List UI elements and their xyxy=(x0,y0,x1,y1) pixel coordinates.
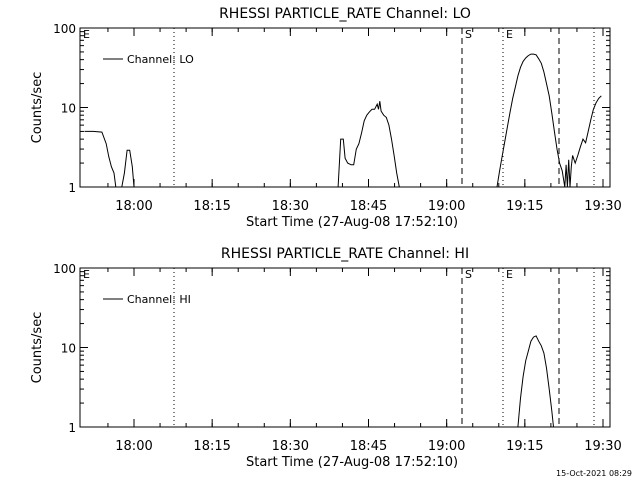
panel-1-y-tick-label: 1 xyxy=(68,181,76,195)
panel-1-data-line xyxy=(84,53,602,188)
panel-1-x-tick-label: 19:00 xyxy=(428,199,465,214)
panel-2-y-tick-label: 10 xyxy=(61,342,76,356)
panel-2-x-tick-label: 19:15 xyxy=(506,439,543,454)
panel-2-x-tick-label: 18:45 xyxy=(350,439,387,454)
panel-1-x-axis-label: Start Time (27-Aug-08 17:52:10) xyxy=(246,215,458,230)
panel-2-x-tick-label: 19:00 xyxy=(428,439,465,454)
panel-1-chart-title: RHESSI PARTICLE_RATE Channel: LO xyxy=(219,6,471,22)
panel-2-marker-label: S xyxy=(465,268,472,281)
panel-1-y-axis-label: Counts/sec xyxy=(30,72,45,144)
panel-2-legend-label: Channel: HI xyxy=(127,293,191,306)
panel-2-data-line xyxy=(517,335,554,428)
panel-1-y-tick-label: 100 xyxy=(53,22,76,36)
panel-2-y-axis-label: Counts/sec xyxy=(30,312,45,384)
panel-2-y-tick-label: 100 xyxy=(53,262,76,276)
panel-1-x-tick-label: 18:00 xyxy=(115,199,152,214)
panel-2-x-tick-label: 18:00 xyxy=(115,439,152,454)
panel-1-x-tick-label: 18:45 xyxy=(350,199,387,214)
panel-1-x-tick-label: 18:15 xyxy=(193,199,230,214)
panel-2-chart-title: RHESSI PARTICLE_RATE Channel: HI xyxy=(221,246,469,262)
panel-1-x-tick-label: 18:30 xyxy=(272,199,309,214)
panel-2-x-tick-label: 18:15 xyxy=(193,439,230,454)
panel-2-x-tick-label: 18:30 xyxy=(272,439,309,454)
panel-2-x-tick-label: 19:30 xyxy=(584,439,621,454)
panel-1-marker-label: S xyxy=(465,28,472,41)
panel-2-y-tick-label: 1 xyxy=(68,421,76,435)
panel-1-y-tick-label: 10 xyxy=(61,102,76,116)
panel-1-x-tick-label: 19:15 xyxy=(506,199,543,214)
panel-1-x-tick-label: 19:30 xyxy=(584,199,621,214)
panel-2-plot-frame xyxy=(79,267,611,428)
panel-1-marker-label: E xyxy=(506,28,513,41)
panel-2-marker-label: E xyxy=(83,268,90,281)
panel-2-x-axis-label: Start Time (27-Aug-08 17:52:10) xyxy=(246,455,458,470)
generation-timestamp: 15-Oct-2021 08:29 xyxy=(556,469,632,478)
panel-1-marker-label: E xyxy=(83,28,90,41)
panel-1-plot-frame xyxy=(79,27,611,188)
panel-1-legend-label: Channel: LO xyxy=(127,53,194,66)
panel-2-marker-label: E xyxy=(506,268,513,281)
